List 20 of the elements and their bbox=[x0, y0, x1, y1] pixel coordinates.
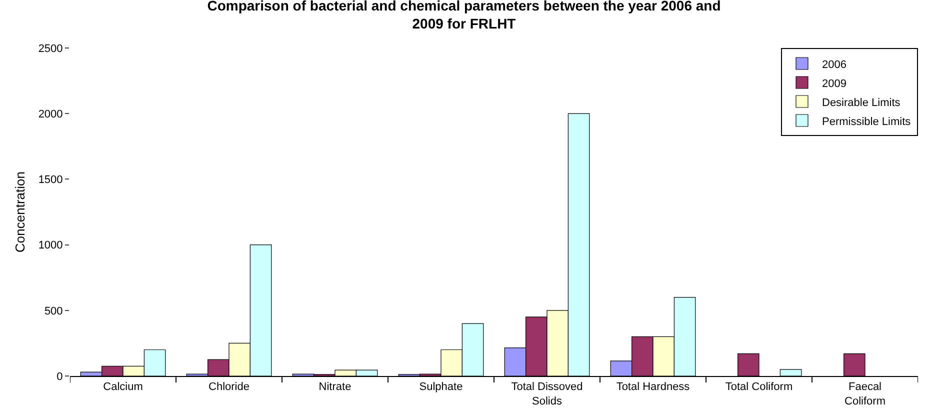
x-tick-label: Total Hardness bbox=[616, 381, 690, 394]
y-tick-label: 0 bbox=[56, 370, 63, 383]
y-tick-label: 1000 bbox=[38, 240, 63, 252]
y-tick-label: 2500 bbox=[38, 42, 63, 55]
legend-label: 2009 bbox=[822, 78, 846, 90]
x-tick-label: Nitrate bbox=[318, 381, 352, 394]
y-tick-label: 2000 bbox=[38, 108, 63, 120]
x-tick-label: Chloride bbox=[208, 381, 250, 394]
x-tick-label: Sulphate bbox=[419, 381, 463, 394]
chart-title: Comparison of bacterial and chemical parameters between the year 2006 and 2009 for FRLHT bbox=[207, 0, 721, 32]
x-tick-label: Faecal Coliform bbox=[844, 381, 886, 408]
x-tick-label: Total Coliform bbox=[725, 381, 793, 394]
y-tick-label: 500 bbox=[44, 305, 63, 318]
x-tick-label: Calcium bbox=[103, 381, 143, 394]
legend-label: Desirable Limits bbox=[822, 96, 901, 109]
x-tick-label: Total Dissoved Solids bbox=[511, 381, 583, 408]
y-tick-label: 1500 bbox=[38, 174, 63, 186]
y-axis-title: Concentration bbox=[12, 172, 28, 252]
legend-label: 2006 bbox=[822, 58, 846, 71]
legend-label: Permissible Limits bbox=[822, 116, 912, 128]
